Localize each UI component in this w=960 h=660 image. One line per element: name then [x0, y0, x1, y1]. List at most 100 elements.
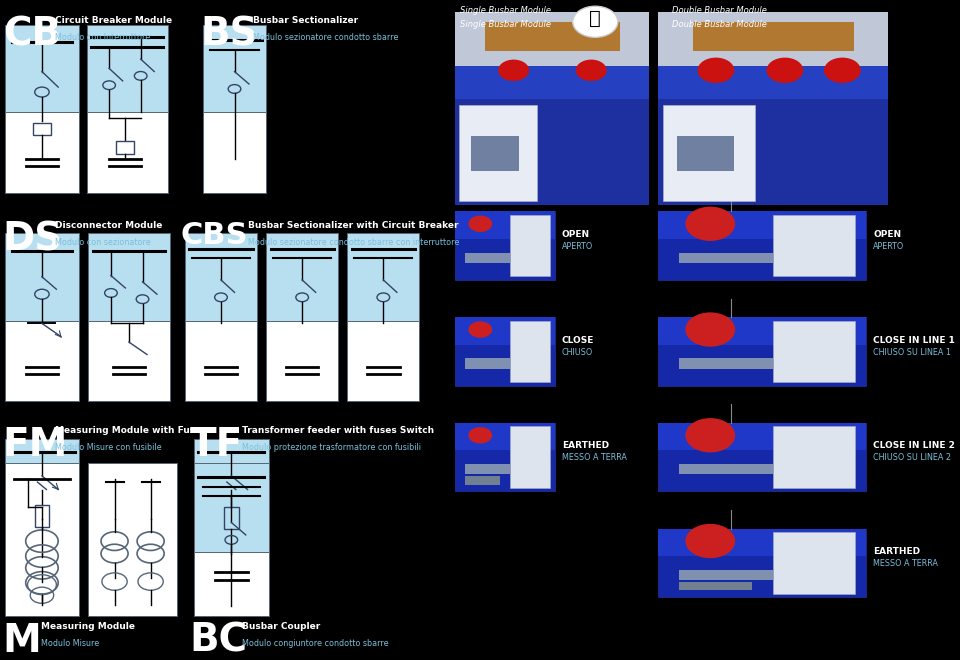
- Text: CBS: CBS: [180, 221, 248, 249]
- Bar: [5, 438, 80, 539]
- Text: Single Busbar Module: Single Busbar Module: [460, 20, 551, 29]
- Text: Busbar Coupler: Busbar Coupler: [242, 622, 320, 631]
- Bar: [203, 25, 266, 112]
- Text: DS: DS: [3, 221, 63, 259]
- Circle shape: [824, 57, 861, 83]
- Bar: [459, 105, 537, 201]
- Bar: [679, 358, 773, 368]
- Bar: [485, 22, 620, 51]
- Circle shape: [498, 59, 529, 81]
- Text: Busbar Sectionalizer: Busbar Sectionalizer: [252, 16, 358, 24]
- Text: Modulo con sezionatore: Modulo con sezionatore: [55, 238, 151, 248]
- Bar: [510, 215, 550, 277]
- Bar: [33, 123, 51, 135]
- Bar: [88, 233, 170, 321]
- Bar: [455, 423, 555, 492]
- Bar: [693, 22, 853, 51]
- Bar: [466, 464, 510, 475]
- Bar: [679, 253, 773, 263]
- Bar: [224, 507, 239, 529]
- Text: FM: FM: [3, 426, 68, 464]
- Bar: [455, 13, 649, 205]
- Text: 👍: 👍: [589, 9, 601, 28]
- Circle shape: [698, 57, 734, 83]
- Bar: [35, 505, 49, 527]
- Bar: [659, 211, 866, 280]
- Bar: [86, 25, 168, 112]
- Text: OPEN: OPEN: [873, 230, 901, 239]
- Bar: [510, 426, 550, 488]
- Bar: [679, 464, 773, 475]
- Text: EARTHED: EARTHED: [562, 442, 609, 450]
- Bar: [194, 463, 269, 552]
- Text: CLOSE IN LINE 2: CLOSE IN LINE 2: [873, 442, 955, 450]
- Bar: [455, 211, 555, 280]
- Bar: [5, 321, 80, 401]
- Bar: [185, 321, 257, 401]
- Text: Modulo sezionatore condotto sbarre con interruttore: Modulo sezionatore condotto sbarre con i…: [248, 238, 460, 248]
- Bar: [659, 423, 866, 450]
- Bar: [348, 233, 420, 321]
- Bar: [5, 463, 80, 616]
- Bar: [266, 233, 338, 321]
- Bar: [466, 477, 500, 484]
- Text: Disconnector Module: Disconnector Module: [55, 221, 162, 230]
- Bar: [659, 13, 888, 99]
- Circle shape: [685, 207, 735, 241]
- Bar: [659, 529, 866, 556]
- Text: Modulo sezionatore condotto sbarre: Modulo sezionatore condotto sbarre: [252, 33, 397, 42]
- Bar: [679, 582, 752, 590]
- Text: MESSO A TERRA: MESSO A TERRA: [873, 559, 938, 568]
- Text: EARTHED: EARTHED: [873, 547, 921, 556]
- Bar: [455, 423, 555, 450]
- Bar: [86, 112, 168, 193]
- Text: Modulo con Interruttore: Modulo con Interruttore: [55, 33, 151, 42]
- Circle shape: [468, 321, 492, 338]
- Text: CHIUSO SU LINEA 1: CHIUSO SU LINEA 1: [873, 348, 951, 356]
- Text: Circuit Breaker Module: Circuit Breaker Module: [55, 16, 172, 24]
- Text: Modulo Misure: Modulo Misure: [40, 640, 99, 648]
- Circle shape: [685, 418, 735, 453]
- Bar: [773, 426, 855, 488]
- Text: Modulo Misure con fusibile: Modulo Misure con fusibile: [55, 444, 161, 453]
- Bar: [659, 317, 866, 385]
- Bar: [659, 423, 866, 492]
- Text: Busbar Sectionalizer with Circuit Breaker: Busbar Sectionalizer with Circuit Breake…: [248, 221, 459, 230]
- Text: CB: CB: [3, 16, 60, 53]
- Circle shape: [468, 216, 492, 232]
- Bar: [5, 539, 80, 607]
- Bar: [455, 211, 555, 239]
- Text: APERTO: APERTO: [873, 242, 904, 251]
- Text: CLOSE IN LINE 1: CLOSE IN LINE 1: [873, 335, 955, 345]
- Circle shape: [766, 57, 804, 83]
- Text: M: M: [3, 622, 41, 660]
- Text: Transformer feeder with fuses Switch: Transformer feeder with fuses Switch: [242, 426, 434, 435]
- Bar: [773, 215, 855, 277]
- Text: APERTO: APERTO: [562, 242, 593, 251]
- Bar: [266, 321, 338, 401]
- Text: CLOSE: CLOSE: [562, 335, 594, 345]
- Text: Measuring Module: Measuring Module: [40, 622, 134, 631]
- Text: Measuring Module with Fuse: Measuring Module with Fuse: [55, 426, 202, 435]
- Circle shape: [685, 312, 735, 347]
- Bar: [455, 317, 555, 345]
- Bar: [659, 317, 866, 345]
- Bar: [455, 13, 649, 99]
- Bar: [194, 438, 269, 539]
- Bar: [348, 321, 420, 401]
- Bar: [185, 233, 257, 321]
- Bar: [679, 570, 773, 580]
- Text: CHIUSO: CHIUSO: [562, 348, 593, 356]
- Bar: [88, 321, 170, 401]
- Bar: [466, 358, 510, 368]
- Bar: [194, 552, 269, 616]
- Bar: [510, 321, 550, 382]
- Bar: [677, 136, 734, 170]
- Bar: [194, 539, 269, 607]
- Text: Double Busbar Module: Double Busbar Module: [672, 6, 767, 15]
- Bar: [5, 112, 80, 193]
- Circle shape: [576, 59, 607, 81]
- Circle shape: [468, 427, 492, 444]
- Bar: [773, 532, 855, 594]
- Text: OPEN: OPEN: [562, 230, 590, 239]
